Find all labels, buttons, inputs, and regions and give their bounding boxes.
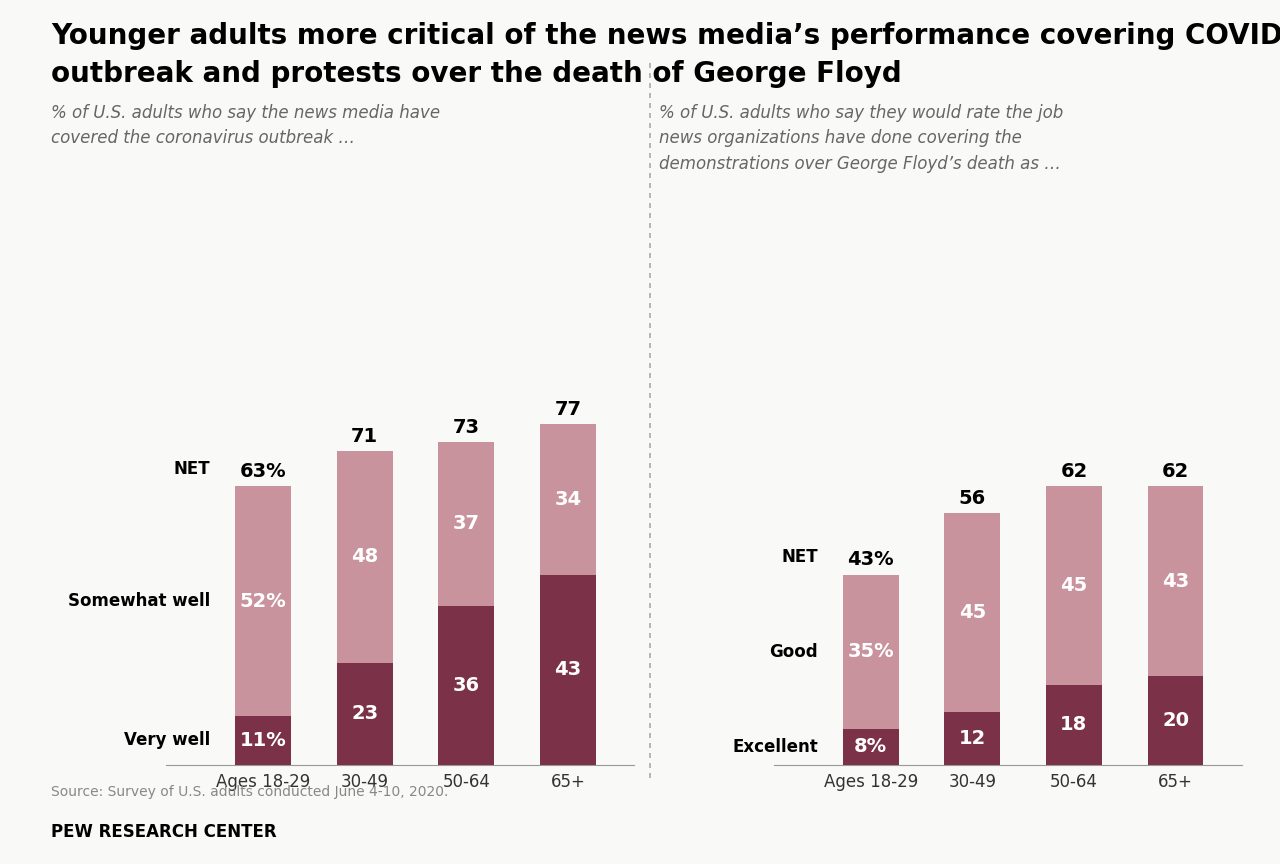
Text: NET: NET	[174, 460, 210, 478]
Text: 37: 37	[453, 514, 480, 533]
Text: 43%: 43%	[847, 550, 893, 569]
Text: 73: 73	[453, 418, 480, 437]
Text: % of U.S. adults who say the news media have
covered the coronavirus outbreak …: % of U.S. adults who say the news media …	[51, 104, 440, 148]
Text: 8%: 8%	[854, 738, 887, 757]
Text: 43: 43	[554, 660, 581, 679]
Text: 11%: 11%	[239, 731, 287, 750]
Bar	[1046, 685, 1102, 765]
Text: Excellent: Excellent	[732, 738, 818, 756]
Bar	[337, 451, 393, 663]
Text: 45: 45	[1060, 576, 1088, 595]
Bar	[1046, 486, 1102, 685]
Text: % of U.S. adults who say they would rate the job
news organizations have done co: % of U.S. adults who say they would rate…	[659, 104, 1064, 173]
Text: Good: Good	[769, 643, 818, 661]
Text: 63%: 63%	[239, 462, 287, 481]
Bar	[945, 513, 1000, 712]
Bar	[842, 575, 899, 729]
Text: 18: 18	[1060, 715, 1088, 734]
Text: Source: Survey of U.S. adults conducted June 4-10, 2020.: Source: Survey of U.S. adults conducted …	[51, 785, 448, 798]
Text: 34: 34	[554, 490, 581, 509]
Bar	[1148, 677, 1203, 765]
Text: 45: 45	[959, 603, 986, 622]
Text: 62: 62	[1060, 462, 1088, 481]
Bar	[1148, 486, 1203, 677]
Text: NET: NET	[781, 548, 818, 566]
Text: 35%: 35%	[847, 643, 893, 662]
Bar	[540, 575, 595, 765]
Text: Very well: Very well	[124, 731, 210, 749]
Text: 23: 23	[351, 704, 378, 723]
Bar	[945, 712, 1000, 765]
Bar	[337, 663, 393, 765]
Text: outbreak and protests over the death of George Floyd: outbreak and protests over the death of …	[51, 60, 902, 88]
Bar	[438, 606, 494, 765]
Text: 52%: 52%	[239, 592, 287, 611]
Text: Somewhat well: Somewhat well	[68, 592, 210, 610]
Text: 43: 43	[1162, 572, 1189, 591]
Bar	[842, 729, 899, 765]
Bar	[540, 424, 595, 575]
Text: 56: 56	[959, 488, 986, 507]
Text: 36: 36	[453, 676, 480, 695]
Text: 48: 48	[351, 548, 378, 567]
Text: 71: 71	[351, 427, 378, 446]
Text: 62: 62	[1162, 462, 1189, 481]
Text: PEW RESEARCH CENTER: PEW RESEARCH CENTER	[51, 823, 276, 841]
Bar	[236, 716, 291, 765]
Text: Younger adults more critical of the news media’s performance covering COVID-19: Younger adults more critical of the news…	[51, 22, 1280, 49]
Text: 20: 20	[1162, 711, 1189, 730]
Bar	[438, 442, 494, 606]
Bar	[236, 486, 291, 716]
Text: 12: 12	[959, 728, 986, 747]
Text: 77: 77	[554, 400, 581, 419]
